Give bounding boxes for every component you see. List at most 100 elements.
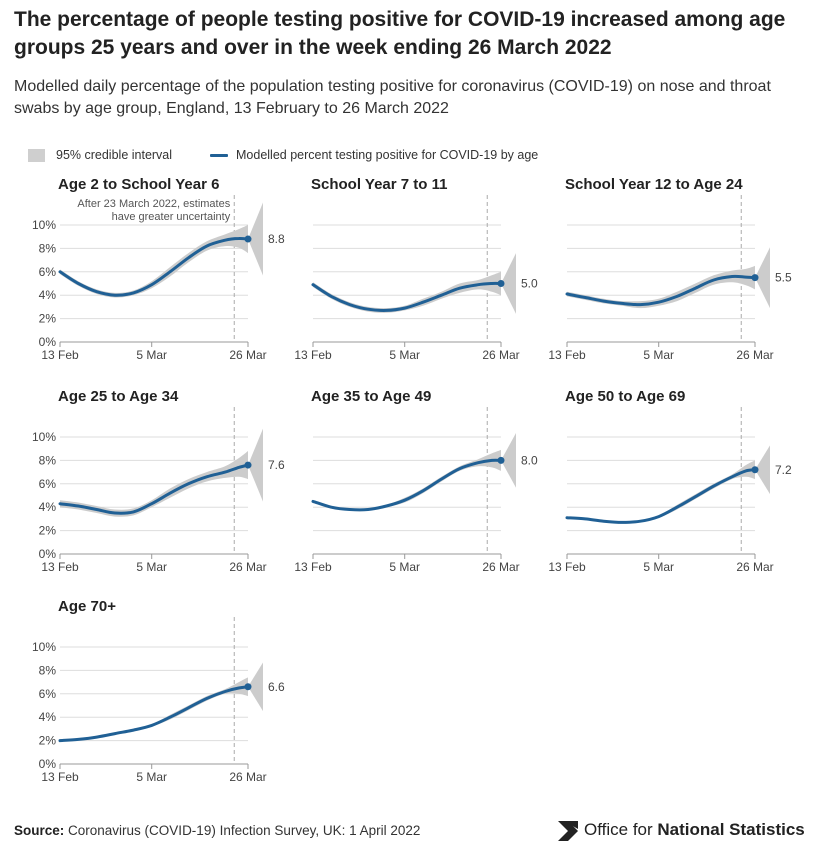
end-point-marker <box>497 456 505 464</box>
end-uncertainty-wedge <box>501 433 516 488</box>
y-tick-label: 4% <box>39 288 57 302</box>
legend-band-label: 95% credible interval <box>56 148 173 162</box>
end-value-label: 7.2 <box>775 463 792 477</box>
x-tick-label: 5 Mar <box>136 348 167 362</box>
x-tick-label: 5 Mar <box>389 560 420 574</box>
panel-title: School Year 12 to Age 24 <box>565 176 743 193</box>
end-value-label: 8.0 <box>521 453 538 467</box>
end-point-marker <box>751 466 759 474</box>
panel-age-70: Age 70+ 0% 2% 4% 6% 8% 10% 13 Feb 5 Mar 26 Mar 6.6 <box>32 598 285 784</box>
x-tick-label: 26 Mar <box>482 560 519 574</box>
end-value-label: 5.5 <box>775 271 792 285</box>
end-uncertainty-wedge <box>755 445 770 495</box>
end-uncertainty-wedge <box>248 202 263 276</box>
ons-logo-icon <box>558 821 578 841</box>
y-tick-label: 4% <box>39 500 57 514</box>
source-label: Source: <box>14 823 65 838</box>
y-tick-label: 6% <box>39 687 57 701</box>
chart-title: The percentage of people testing positiv… <box>14 8 786 59</box>
legend-line-label: Modelled percent testing positive for CO… <box>236 148 539 162</box>
source-text: Coronavirus (COVID-19) Infection Survey,… <box>68 823 421 838</box>
x-tick-label: 13 Feb <box>41 770 79 784</box>
panel-age-25-to-age-34: Age 25 to Age 34 0% 2% 4% 6% 8% 10% 13 Feb 5 Mar… <box>32 388 285 574</box>
y-tick-label: 10% <box>32 640 56 654</box>
series-line <box>311 458 503 512</box>
panel-title: Age 70+ <box>58 598 116 615</box>
end-value-label: 8.8 <box>268 232 285 246</box>
annotation-line-1: After 23 March 2022, estimates <box>77 198 230 210</box>
y-tick-label: 2% <box>39 734 57 748</box>
end-point-marker <box>497 280 505 287</box>
ons-brand-bold: National Statistics <box>657 820 805 839</box>
x-tick-label: 13 Feb <box>41 348 79 362</box>
end-uncertainty-wedge <box>248 428 263 502</box>
end-value-label: 6.6 <box>268 680 285 694</box>
panel-age-35-to-age-49: Age 35 to Age 49 13 Feb 5 Mar 26 Mar 8.0 <box>294 388 538 574</box>
x-tick-label: 5 Mar <box>643 348 674 362</box>
x-tick-label: 26 Mar <box>736 348 773 362</box>
panel-school-year-7-to-11: School Year 7 to 11 13 Feb 5 Mar 26 Mar 5.0 <box>294 176 538 362</box>
y-tick-label: 10% <box>32 218 56 232</box>
end-uncertainty-wedge <box>755 247 770 309</box>
series-line <box>58 463 250 515</box>
panel-age-50-to-age-69: Age 50 to Age 69 13 Feb 5 Mar 26 Mar 7.2 <box>548 388 792 574</box>
end-point-marker <box>751 274 759 282</box>
panel-title: Age 2 to School Year 6 <box>58 176 219 193</box>
x-tick-label: 13 Feb <box>294 560 332 574</box>
series-line <box>565 468 757 524</box>
x-tick-label: 13 Feb <box>294 348 332 362</box>
y-tick-label: 2% <box>39 312 57 326</box>
x-tick-label: 26 Mar <box>736 560 773 574</box>
credible-interval-band <box>567 265 755 309</box>
y-tick-label: 6% <box>39 265 57 279</box>
x-tick-label: 5 Mar <box>389 348 420 362</box>
ons-brand: Office for National Statistics <box>584 820 805 840</box>
end-value-label: 5.0 <box>521 277 538 291</box>
y-tick-label: 0% <box>39 335 57 349</box>
credible-interval-band <box>313 449 501 512</box>
small-multiples-chart: Age 2 to School Year 6 0% 2% 4% 6% 8% 10% 13 Fe… <box>32 176 792 784</box>
panel-age-2-to-school-year-6: Age 2 to School Year 6 0% 2% 4% 6% 8% 10% 13 Fe… <box>32 176 285 362</box>
x-tick-label: 13 Feb <box>548 348 586 362</box>
credible-interval-band <box>60 677 248 742</box>
x-tick-label: 13 Feb <box>548 560 586 574</box>
x-tick-label: 5 Mar <box>136 560 167 574</box>
legend-line-swatch <box>210 154 228 157</box>
panel-title: Age 50 to Age 69 <box>565 388 685 405</box>
end-uncertainty-wedge <box>501 253 516 314</box>
x-tick-label: 26 Mar <box>229 348 266 362</box>
end-point-marker <box>244 683 252 691</box>
annotation-line-2: have greater uncertainty <box>112 211 231 223</box>
x-tick-label: 26 Mar <box>482 348 519 362</box>
y-tick-label: 0% <box>39 547 57 561</box>
y-tick-label: 4% <box>39 710 57 724</box>
panel-title: School Year 7 to 11 <box>311 176 447 193</box>
end-point-marker <box>244 235 252 243</box>
end-uncertainty-wedge <box>248 662 263 712</box>
y-tick-label: 8% <box>39 663 57 677</box>
x-tick-label: 5 Mar <box>136 770 167 784</box>
x-tick-label: 26 Mar <box>229 770 266 784</box>
panel-title: Age 35 to Age 49 <box>311 388 431 405</box>
x-tick-label: 5 Mar <box>643 560 674 574</box>
x-tick-label: 26 Mar <box>229 560 266 574</box>
legend-band-swatch <box>28 149 45 162</box>
y-tick-label: 8% <box>39 453 57 467</box>
series-line <box>311 281 503 312</box>
chart-subtitle: Modelled daily percentage of the populat… <box>14 78 771 117</box>
x-tick-label: 13 Feb <box>41 560 79 574</box>
panel-title: Age 25 to Age 34 <box>58 388 179 405</box>
end-value-label: 7.6 <box>268 458 285 472</box>
series-line <box>58 685 250 743</box>
panel-school-year-12-to-age-24: School Year 12 to Age 24 13 Feb 5 Mar 26 Ma… <box>548 176 792 362</box>
ons-brand-prefix: Office for <box>584 820 658 839</box>
credible-interval-band <box>60 225 248 298</box>
y-tick-label: 8% <box>39 241 57 255</box>
end-point-marker <box>244 461 252 469</box>
series-line <box>565 274 757 307</box>
source-note: Source: Coronavirus (COVID-19) Infection… <box>14 823 420 838</box>
y-tick-label: 6% <box>39 477 57 491</box>
y-tick-label: 0% <box>39 757 57 771</box>
y-tick-label: 10% <box>32 430 56 444</box>
y-tick-label: 2% <box>39 524 57 538</box>
